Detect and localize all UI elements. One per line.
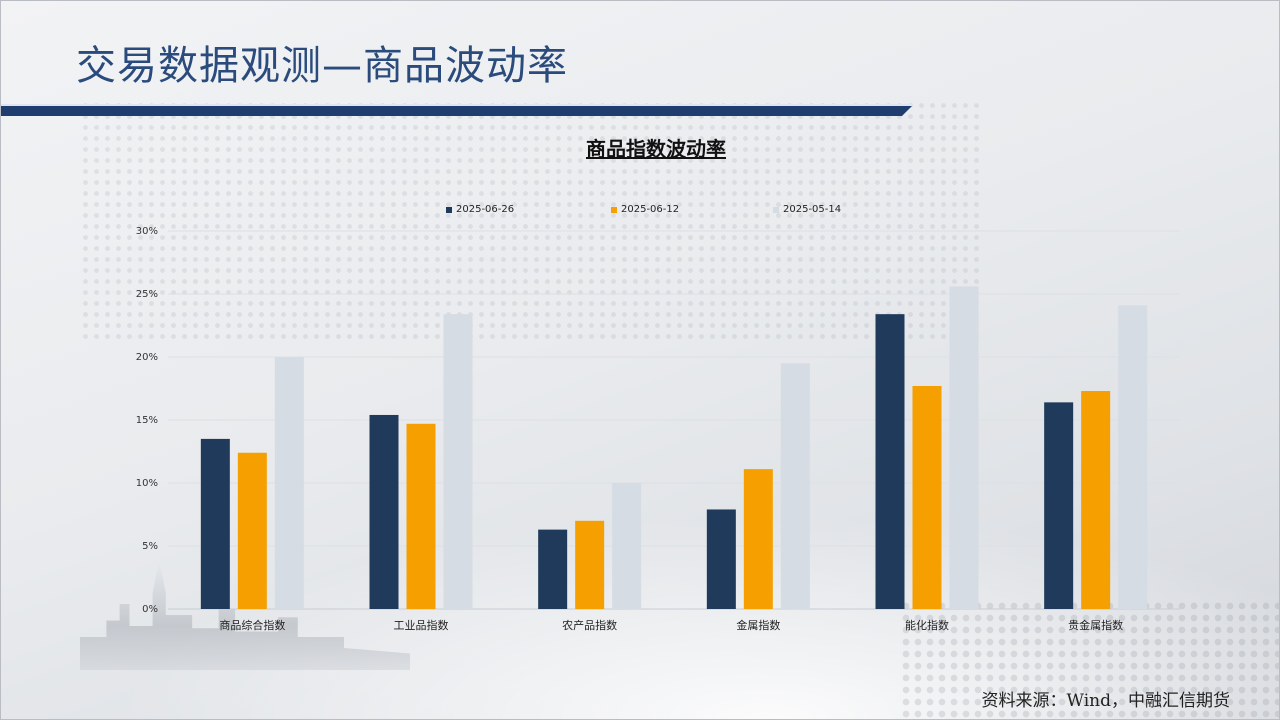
y-tick-label: 10% [136, 478, 158, 489]
background-dot-pattern [900, 600, 1280, 720]
background-dot-map [80, 100, 980, 340]
source-note: 资料来源：Wind，中融汇信期货 [981, 691, 1230, 711]
legend-item-series-1: 2025-06-26 [446, 203, 514, 217]
bar [538, 529, 568, 609]
legend-label-series-3: 2025-05-14 [783, 204, 842, 215]
bar [274, 357, 304, 609]
title-bar-highlight [0, 104, 912, 106]
bar [406, 423, 436, 609]
bar [1044, 402, 1074, 609]
y-tick-label: 30% [136, 226, 158, 237]
y-tick-label: 0% [142, 604, 158, 615]
x-tick-label: 贵金属指数 [1068, 618, 1123, 632]
bar [780, 363, 810, 609]
legend-swatch-series-1 [446, 207, 452, 213]
title-underline-bar [0, 106, 912, 116]
y-tick-label: 25% [136, 289, 158, 300]
legend-item-series-2: 2025-06-12 [611, 203, 679, 217]
legend-swatch-series-2 [611, 207, 617, 213]
y-tick-label: 5% [142, 541, 158, 552]
bar [575, 520, 605, 609]
chart-title: 商品指数波动率 [586, 137, 726, 161]
bar [875, 314, 905, 609]
bar [1081, 391, 1111, 609]
y-tick-label: 20% [136, 352, 158, 363]
bar [1118, 305, 1148, 609]
bar [369, 414, 399, 609]
x-tick-label: 能化指数 [905, 618, 949, 632]
legend-swatch-series-3 [773, 207, 779, 213]
x-tick-label: 商品综合指数 [219, 618, 285, 632]
x-tick-label: 工业品指数 [394, 618, 449, 632]
page-title: 交易数据观测—商品波动率 [76, 43, 568, 89]
legend-label-series-2: 2025-06-12 [621, 204, 680, 215]
bar [200, 438, 230, 609]
bar [443, 314, 473, 609]
bar [912, 385, 942, 609]
legend-item-series-3: 2025-05-14 [773, 203, 841, 217]
bar [237, 452, 267, 609]
x-tick-label: 金属指数 [736, 618, 780, 632]
bar [706, 509, 736, 609]
y-tick-label: 15% [136, 415, 158, 426]
bar [949, 286, 979, 609]
chart-legend: 2025-06-26 2025-06-12 2025-05-14 [0, 203, 1280, 217]
bar [743, 469, 773, 609]
x-tick-label: 农产品指数 [562, 618, 617, 632]
legend-label-series-1: 2025-06-26 [456, 204, 515, 215]
bar [612, 483, 642, 609]
